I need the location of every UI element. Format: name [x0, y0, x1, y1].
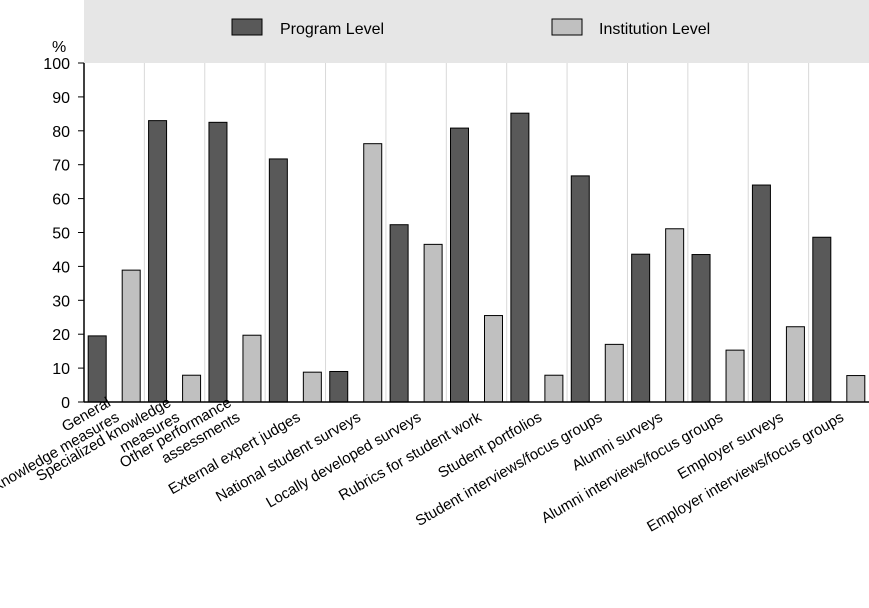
bar-program-level: [268, 158, 288, 403]
y-tick-label: 0: [61, 395, 70, 412]
bar-program-level: [450, 127, 469, 403]
bar-institution-level: [544, 374, 564, 403]
bar-program-level: [208, 121, 228, 403]
legend-label-institution-level: Institution Level: [599, 21, 710, 38]
y-tick-label: 70: [52, 158, 70, 175]
legend-strip: [84, 0, 869, 42]
bar-institution-level: [785, 326, 805, 403]
bar-institution-level: [242, 334, 262, 403]
legend-swatch-program-level: [231, 18, 263, 36]
category-separators: [143, 63, 810, 402]
legend-swatch-institution-level: [551, 18, 583, 36]
bars: [87, 112, 866, 403]
bar-program-level: [510, 112, 530, 403]
legend-label-program-level: Program Level: [280, 21, 384, 38]
bar-institution-level: [484, 315, 503, 403]
bar-program-level: [570, 175, 590, 403]
bar-institution-level: [182, 374, 202, 403]
bar-program-level: [812, 236, 832, 403]
y-tick-label: 30: [52, 293, 70, 310]
bar-institution-level: [423, 243, 443, 403]
y-tick-label: 90: [52, 90, 70, 107]
legend: Program Level Institution Level: [231, 18, 710, 38]
y-tick-label: 10: [52, 361, 70, 378]
y-axis-unit-label: %: [52, 39, 66, 56]
bar-program-level: [631, 253, 651, 403]
y-tick-label: 100: [43, 56, 70, 73]
bar-program-level: [329, 370, 349, 403]
y-tick-label: 80: [52, 124, 70, 141]
bar-institution-level: [302, 371, 322, 403]
bar-institution-level: [604, 343, 624, 403]
y-tick-label: 50: [52, 226, 70, 243]
bar-institution-level: [725, 349, 745, 403]
bar-program-level: [87, 335, 107, 403]
bar-institution-level: [121, 269, 141, 403]
plot-area: [84, 63, 869, 402]
y-tick-label: 20: [52, 327, 70, 344]
bar-institution-level: [363, 143, 383, 403]
y-tick-label: 60: [52, 192, 70, 209]
y-tick-label: 40: [52, 259, 70, 276]
bar-program-level: [751, 184, 771, 403]
bar-program-level: [691, 254, 711, 403]
bar-institution-level: [846, 375, 866, 403]
bar-program-level: [148, 120, 168, 403]
bar-program-level: [389, 224, 409, 403]
bar-institution-level: [665, 228, 685, 403]
y-axis: 0 10 20 30 40 50 60 70 80 90 100: [43, 56, 869, 412]
